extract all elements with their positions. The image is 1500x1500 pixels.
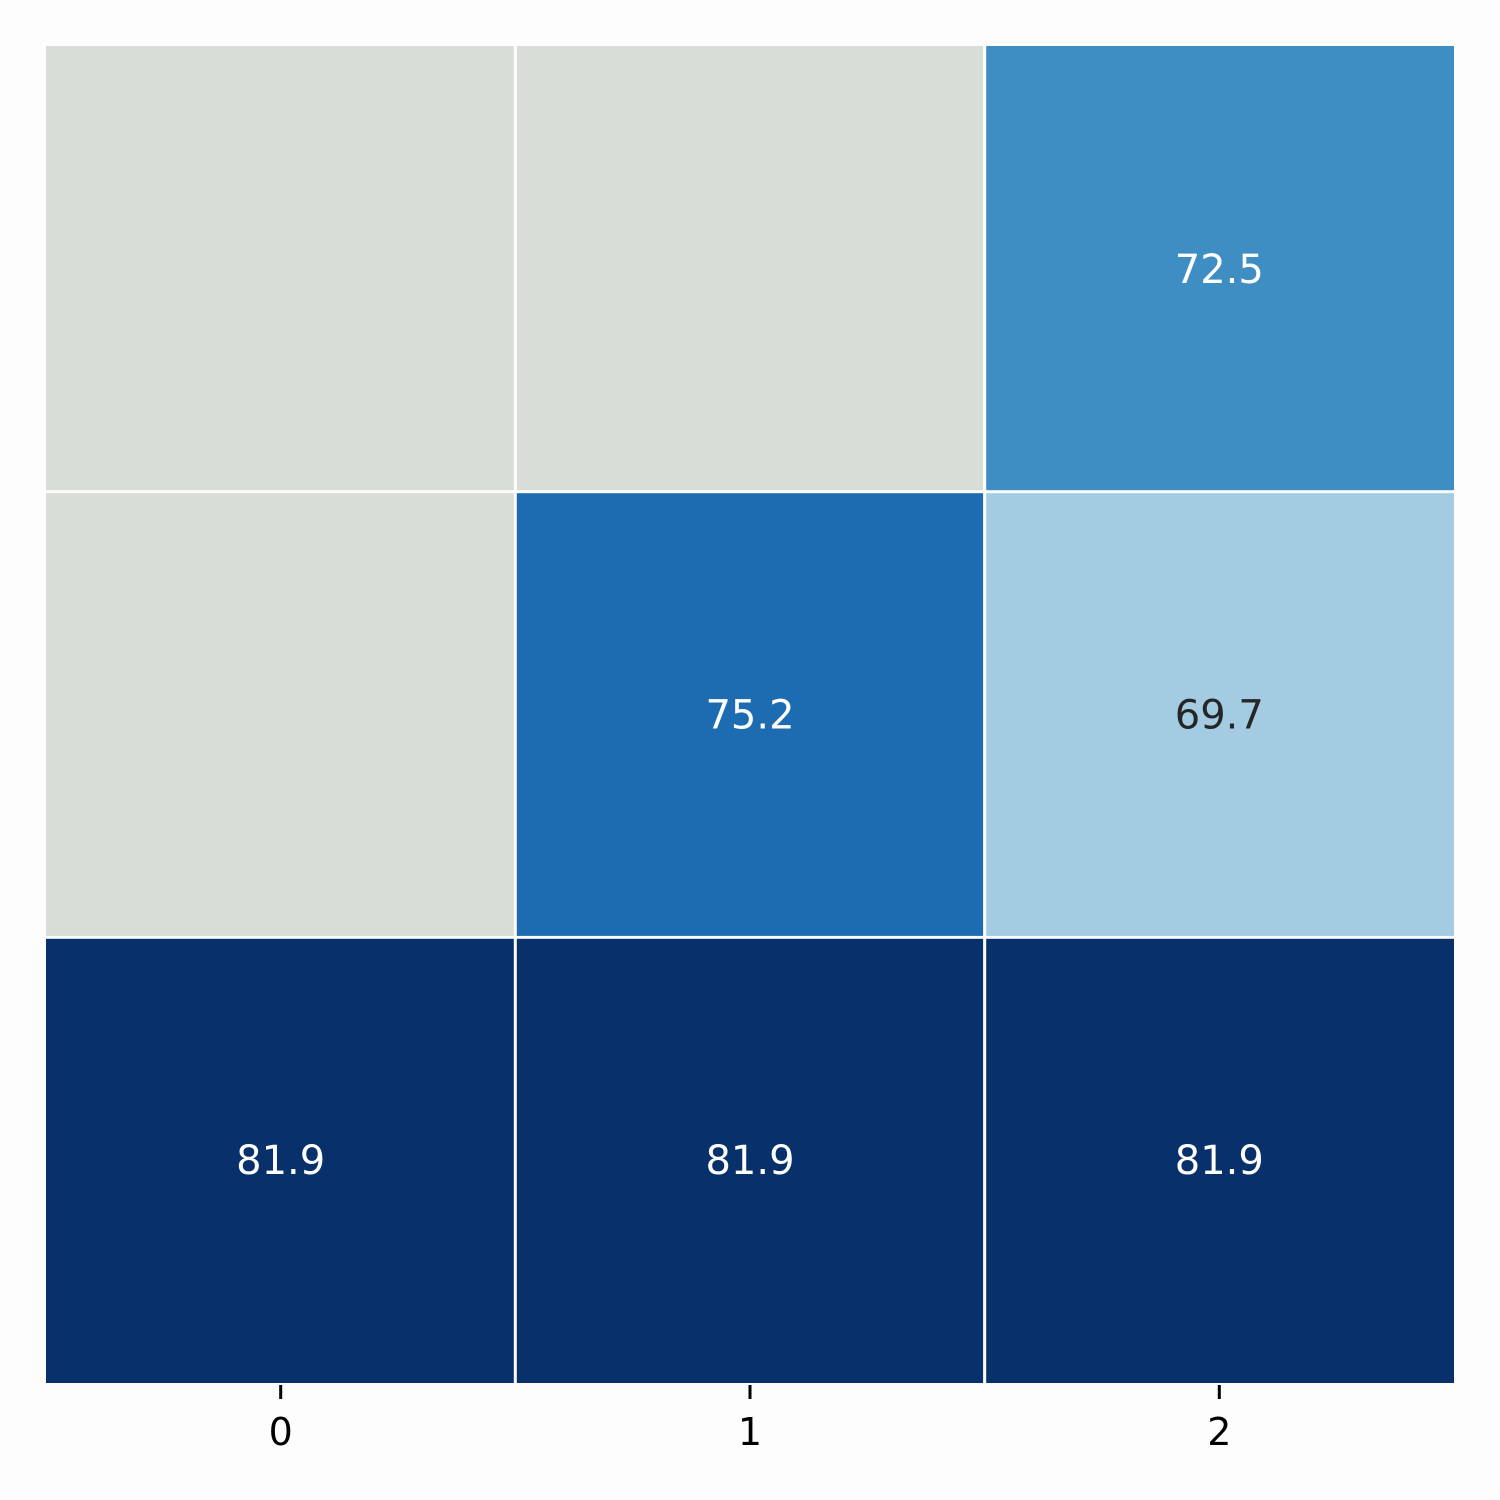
- heatmap-cell-r2-c2: [986, 938, 1454, 1383]
- heatmap-cells: [46, 46, 1454, 1383]
- heatmap-cell-r0-c0: [46, 46, 514, 491]
- cell-value-label-r2-c1: 81.9: [705, 1138, 794, 1184]
- heatmap-cell-r2-c1: [516, 938, 984, 1383]
- heatmap-cell-r2-c0: [46, 938, 514, 1383]
- cell-value-label-r2-c2: 81.9: [1175, 1138, 1264, 1184]
- cell-value-label-r1-c1: 75.2: [705, 693, 794, 739]
- heatmap-cell-r1-c0: [46, 493, 514, 936]
- heatmap-cell-labels: 72.5 75.2 69.7 81.9 81.9 81.9: [236, 247, 1264, 1184]
- x-axis: 0 1 2: [269, 1385, 1231, 1454]
- heatmap-cell-r0-c2: [986, 46, 1454, 491]
- heatmap-cell-r0-c1: [516, 46, 984, 491]
- cell-value-label-r1-c2: 69.7: [1175, 693, 1264, 739]
- heatmap-cell-r1-c2: [986, 493, 1454, 936]
- x-tick-label-1: 1: [738, 1410, 762, 1454]
- heatmap-cell-r1-c1: [516, 493, 984, 936]
- cell-value-label-r2-c0: 81.9: [236, 1138, 325, 1184]
- x-tick-label-0: 0: [269, 1410, 293, 1454]
- x-tick-label-2: 2: [1207, 1410, 1231, 1454]
- cell-value-label-r0-c2: 72.5: [1175, 247, 1264, 293]
